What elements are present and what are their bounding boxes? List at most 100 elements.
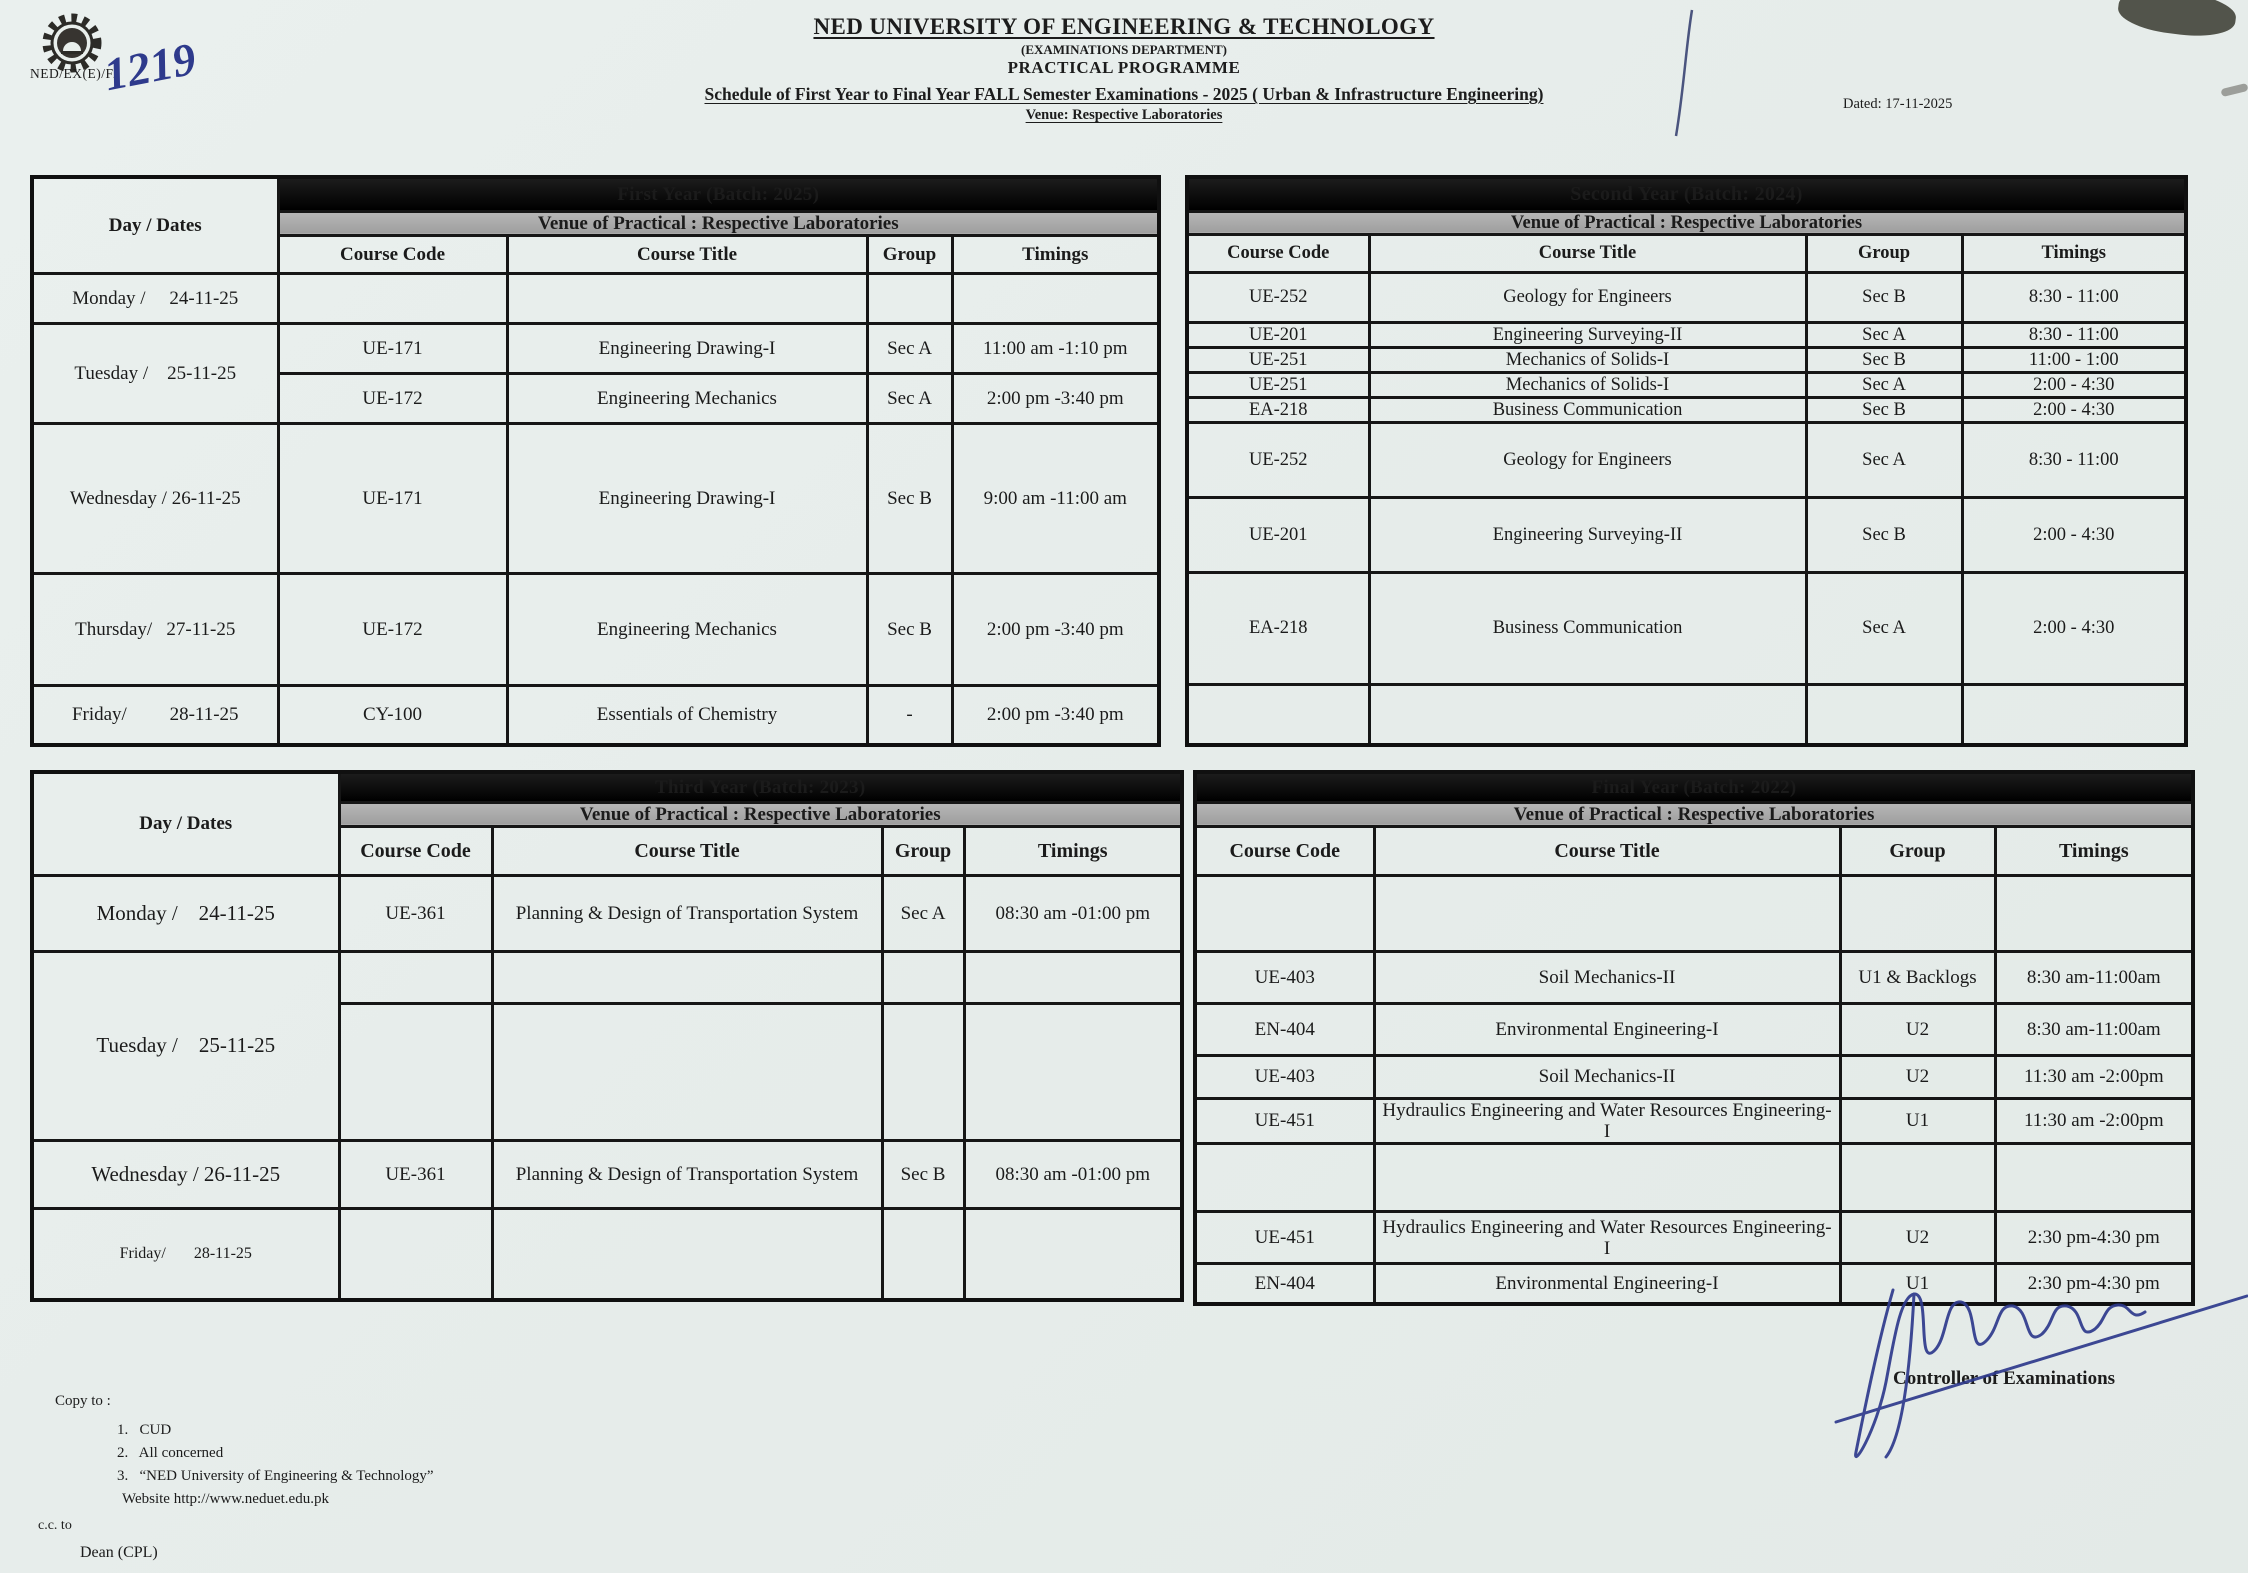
copy-to-item: 1. CUD xyxy=(117,1422,172,1438)
cell-group: Sec A xyxy=(880,873,966,953)
cell-course-code: UE-172 xyxy=(276,371,509,425)
cell-course-code: UE-451 xyxy=(1193,1210,1376,1266)
second-year-band: Second Year (Batch: 2024) xyxy=(1185,175,2188,213)
cell-timings: 11:00 - 1:00 xyxy=(1960,346,2188,375)
signature xyxy=(1798,1252,2248,1482)
cell-course-title: Planning & Design of Transportation Syst… xyxy=(490,873,884,953)
cell-course-code: UE-201 xyxy=(1185,496,1371,575)
university-title: NED UNIVERSITY OF ENGINEERING & TECHNOLO… xyxy=(813,14,1435,39)
cell-course-code: UE-451 xyxy=(1193,1096,1376,1146)
cell-timings: 8:30 - 11:00 xyxy=(1960,421,2188,500)
cell-timings xyxy=(950,271,1161,325)
cell-group xyxy=(1838,1142,1997,1214)
cell-course-code: UE-251 xyxy=(1185,346,1371,375)
cell-timings: 08:30 am -01:00 pm xyxy=(962,873,1184,953)
copy-to-item: 3. “NED University of Engineering & Tech… xyxy=(117,1468,434,1484)
reference-prefix: NED/EX(E)/F/ xyxy=(30,66,118,81)
third-year-schedule-table: Day / Dates Third Year (Batch: 2023) Ven… xyxy=(30,770,1185,1303)
cell-course-title xyxy=(1372,873,1842,953)
cell-timings xyxy=(1993,873,2195,953)
cell-timings xyxy=(962,1001,1184,1142)
cell-group: Sec B xyxy=(880,1138,966,1210)
venue-line: Venue: Respective Laboratories xyxy=(1025,107,1223,123)
copy-to-item: 2. All concerned xyxy=(117,1445,224,1461)
cell-timings xyxy=(962,1206,1184,1302)
day-dates-header: Day / Dates xyxy=(30,770,341,877)
day-date-cell: Friday/ 28-11-25 xyxy=(30,1206,341,1302)
cell-timings: 8:30 am-11:00am xyxy=(1993,949,2195,1005)
cell-group: - xyxy=(865,683,954,747)
cell-group: U1 xyxy=(1838,1096,1997,1146)
day-date-cell: Wednesday / 26-11-25 xyxy=(30,1138,341,1210)
column-header-timings: Timings xyxy=(950,233,1161,275)
cell-timings xyxy=(962,949,1184,1005)
cell-group: Sec A xyxy=(1804,321,1964,350)
cell-course-code: EA-218 xyxy=(1185,571,1371,687)
column-header-course-code: Course Code xyxy=(337,824,494,877)
column-header-course-code: Course Code xyxy=(1193,824,1376,877)
cell-course-title: Mechanics of Solids-I xyxy=(1367,346,1808,375)
cell-course-title: Engineering Drawing-I xyxy=(505,321,869,375)
third-year-band: Third Year (Batch: 2023) xyxy=(337,770,1184,804)
cell-timings: 11:30 am -2:00pm xyxy=(1993,1053,2195,1100)
column-header-course-title: Course Title xyxy=(1372,824,1842,877)
final-year-schedule-table: Final Year (Batch: 2022) Venue of Practi… xyxy=(1193,770,2196,1306)
cell-course-code: CY-100 xyxy=(276,683,509,747)
cell-timings: 2:00 - 4:30 xyxy=(1960,571,2188,687)
cell-course-title: Business Communication xyxy=(1367,396,1808,425)
cell-group: Sec A xyxy=(1804,421,1964,500)
column-header-timings: Timings xyxy=(1960,233,2188,275)
column-header-course-title: Course Title xyxy=(1367,233,1808,275)
cell-group xyxy=(880,1001,966,1142)
cell-course-title xyxy=(490,1001,884,1142)
column-header-course-title: Course Title xyxy=(505,233,869,275)
cell-course-title: Engineering Mechanics xyxy=(505,371,869,425)
cell-course-code xyxy=(276,271,509,325)
cell-timings: 11:00 am -1:10 pm xyxy=(950,321,1161,375)
cell-course-code: UE-361 xyxy=(337,1138,494,1210)
cell-group: Sec A xyxy=(865,371,954,425)
cell-course-code: UE-201 xyxy=(1185,321,1371,350)
cell-course-code: UE-172 xyxy=(276,571,509,687)
cell-group xyxy=(1838,873,1997,953)
dated-label: Dated: 17-11-2025 xyxy=(1843,96,1953,112)
cell-course-code: UE-361 xyxy=(337,873,494,953)
cell-course-code xyxy=(337,949,494,1005)
cell-timings: 2:00 pm -3:40 pm xyxy=(950,371,1161,425)
cell-course-title xyxy=(1367,683,1808,747)
cell-timings: 2:00 pm -3:40 pm xyxy=(950,683,1161,747)
cell-course-title: Business Communication xyxy=(1367,571,1808,687)
cell-timings: 2:00 - 4:30 xyxy=(1960,396,2188,425)
cell-course-code: UE-171 xyxy=(276,321,509,375)
column-header-group: Group xyxy=(880,824,966,877)
cell-timings xyxy=(1993,1142,2195,1214)
cell-timings: 11:30 am -2:00pm xyxy=(1993,1096,2195,1146)
column-header-group: Group xyxy=(865,233,954,275)
cell-group xyxy=(880,1206,966,1302)
day-date-cell: Tuesday / 25-11-25 xyxy=(30,949,341,1142)
cell-timings xyxy=(1960,683,2188,747)
venue-band: Venue of Practical : Respective Laborato… xyxy=(276,209,1161,237)
cell-course-code xyxy=(337,1206,494,1302)
cell-timings: 8:30 - 11:00 xyxy=(1960,271,2188,325)
first-year-band: First Year (Batch: 2025) xyxy=(276,175,1161,213)
cell-timings: 8:30 - 11:00 xyxy=(1960,321,2188,350)
cell-group: Sec B xyxy=(1804,271,1964,325)
cell-timings: 2:00 pm -3:40 pm xyxy=(950,571,1161,687)
cell-group: Sec B xyxy=(1804,346,1964,375)
website-line: Website http://www.neduet.edu.pk xyxy=(122,1491,329,1507)
schedule-title: Schedule of First Year to Final Year FAL… xyxy=(704,84,1544,104)
cell-timings: 08:30 am -01:00 pm xyxy=(962,1138,1184,1210)
cell-group: Sec A xyxy=(865,321,954,375)
cell-timings: 2:30 pm-4:30 pm xyxy=(1993,1210,2195,1266)
cell-course-code: UE-252 xyxy=(1185,421,1371,500)
cell-course-title xyxy=(490,949,884,1005)
cell-group: U1 xyxy=(1838,1262,1997,1306)
document-type-title: PRACTICAL PROGRAMME xyxy=(1007,58,1241,77)
cell-course-code: UE-171 xyxy=(276,421,509,575)
scan-mark xyxy=(2220,82,2248,98)
cell-course-title: Hydraulics Engineering and Water Resourc… xyxy=(1372,1096,1842,1146)
column-header-timings: Timings xyxy=(962,824,1184,877)
cc-to-label: c.c. to xyxy=(38,1518,72,1533)
department-subtitle: (EXAMINATIONS DEPARTMENT) xyxy=(1021,42,1227,57)
